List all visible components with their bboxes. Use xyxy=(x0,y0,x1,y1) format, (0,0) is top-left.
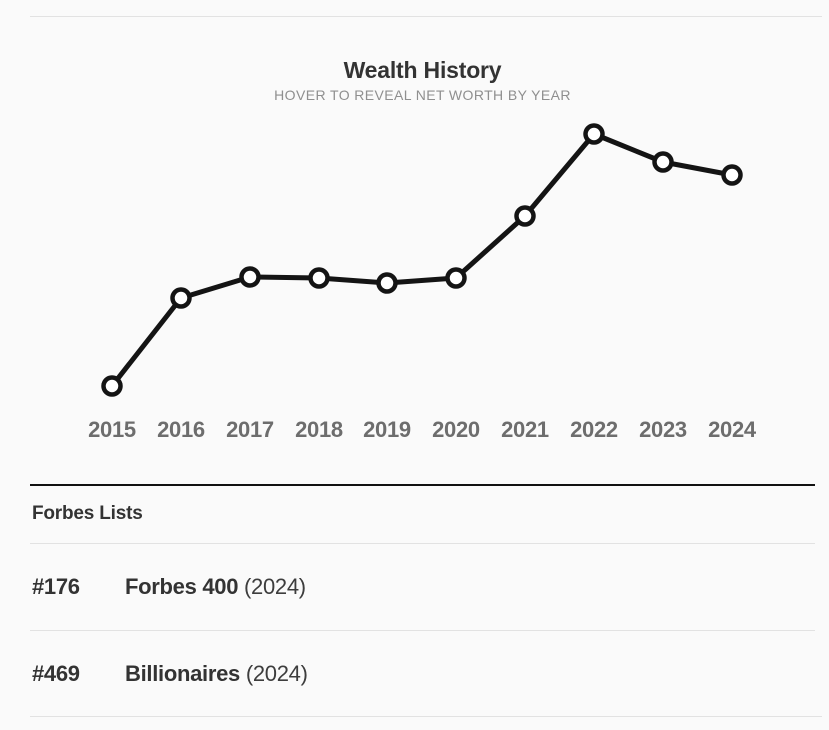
wealth-history-chart[interactable]: 2015 2016 2017 2018 2019 2020 2021 2022 2023 2024 xyxy=(30,110,815,450)
data-point-2022[interactable] xyxy=(583,123,605,145)
list-row-billionaires[interactable]: #469 Billionaires (2024) xyxy=(30,630,815,717)
bottom-divider xyxy=(30,716,822,717)
list-name: Billionaires xyxy=(125,660,240,686)
data-point-2019[interactable] xyxy=(376,272,398,294)
data-point-2020[interactable] xyxy=(445,267,467,289)
data-point-2018[interactable] xyxy=(308,267,330,289)
data-point-2021[interactable] xyxy=(514,205,536,227)
wealth-history-subtitle: HOVER TO REVEAL NET WORTH BY YEAR xyxy=(274,87,571,103)
list-year: (2024) xyxy=(243,573,306,599)
x-axis-label-2017: 2017 xyxy=(226,417,274,442)
x-axis-label-2024: 2024 xyxy=(708,417,757,442)
data-point-2015[interactable] xyxy=(101,375,123,397)
data-point-2023[interactable] xyxy=(652,151,674,173)
forbes-lists-heading: Forbes Lists xyxy=(32,503,143,524)
data-point-2017[interactable] xyxy=(239,266,261,288)
x-axis-label-2019: 2019 xyxy=(363,417,411,442)
wealth-line xyxy=(109,131,735,389)
list-row-forbes-400[interactable]: #176 Forbes 400 (2024) xyxy=(30,543,815,630)
list-title: Billionaires (2024) xyxy=(125,661,308,687)
row-divider xyxy=(30,630,815,631)
x-axis-label-2016: 2016 xyxy=(157,417,205,442)
list-rank: #176 xyxy=(32,573,80,599)
data-point-2024[interactable] xyxy=(721,164,743,186)
x-axis-label-2018: 2018 xyxy=(295,417,343,442)
list-rank: #469 xyxy=(32,660,80,686)
list-name: Forbes 400 xyxy=(125,573,239,599)
list-title: Forbes 400 (2024) xyxy=(125,574,306,600)
x-axis-label-2021: 2021 xyxy=(501,417,549,442)
list-year: (2024) xyxy=(245,660,308,686)
data-point-2016[interactable] xyxy=(170,287,192,309)
x-axis-label-2020: 2020 xyxy=(432,417,480,442)
heading-divider xyxy=(30,543,815,544)
x-axis-label-2023: 2023 xyxy=(639,417,687,442)
wealth-history-title: Wealth History xyxy=(343,57,502,83)
x-axis-label-2022: 2022 xyxy=(570,417,618,442)
lists-top-divider xyxy=(30,484,815,486)
top-divider xyxy=(30,16,822,17)
x-axis-label-2015: 2015 xyxy=(88,417,136,442)
